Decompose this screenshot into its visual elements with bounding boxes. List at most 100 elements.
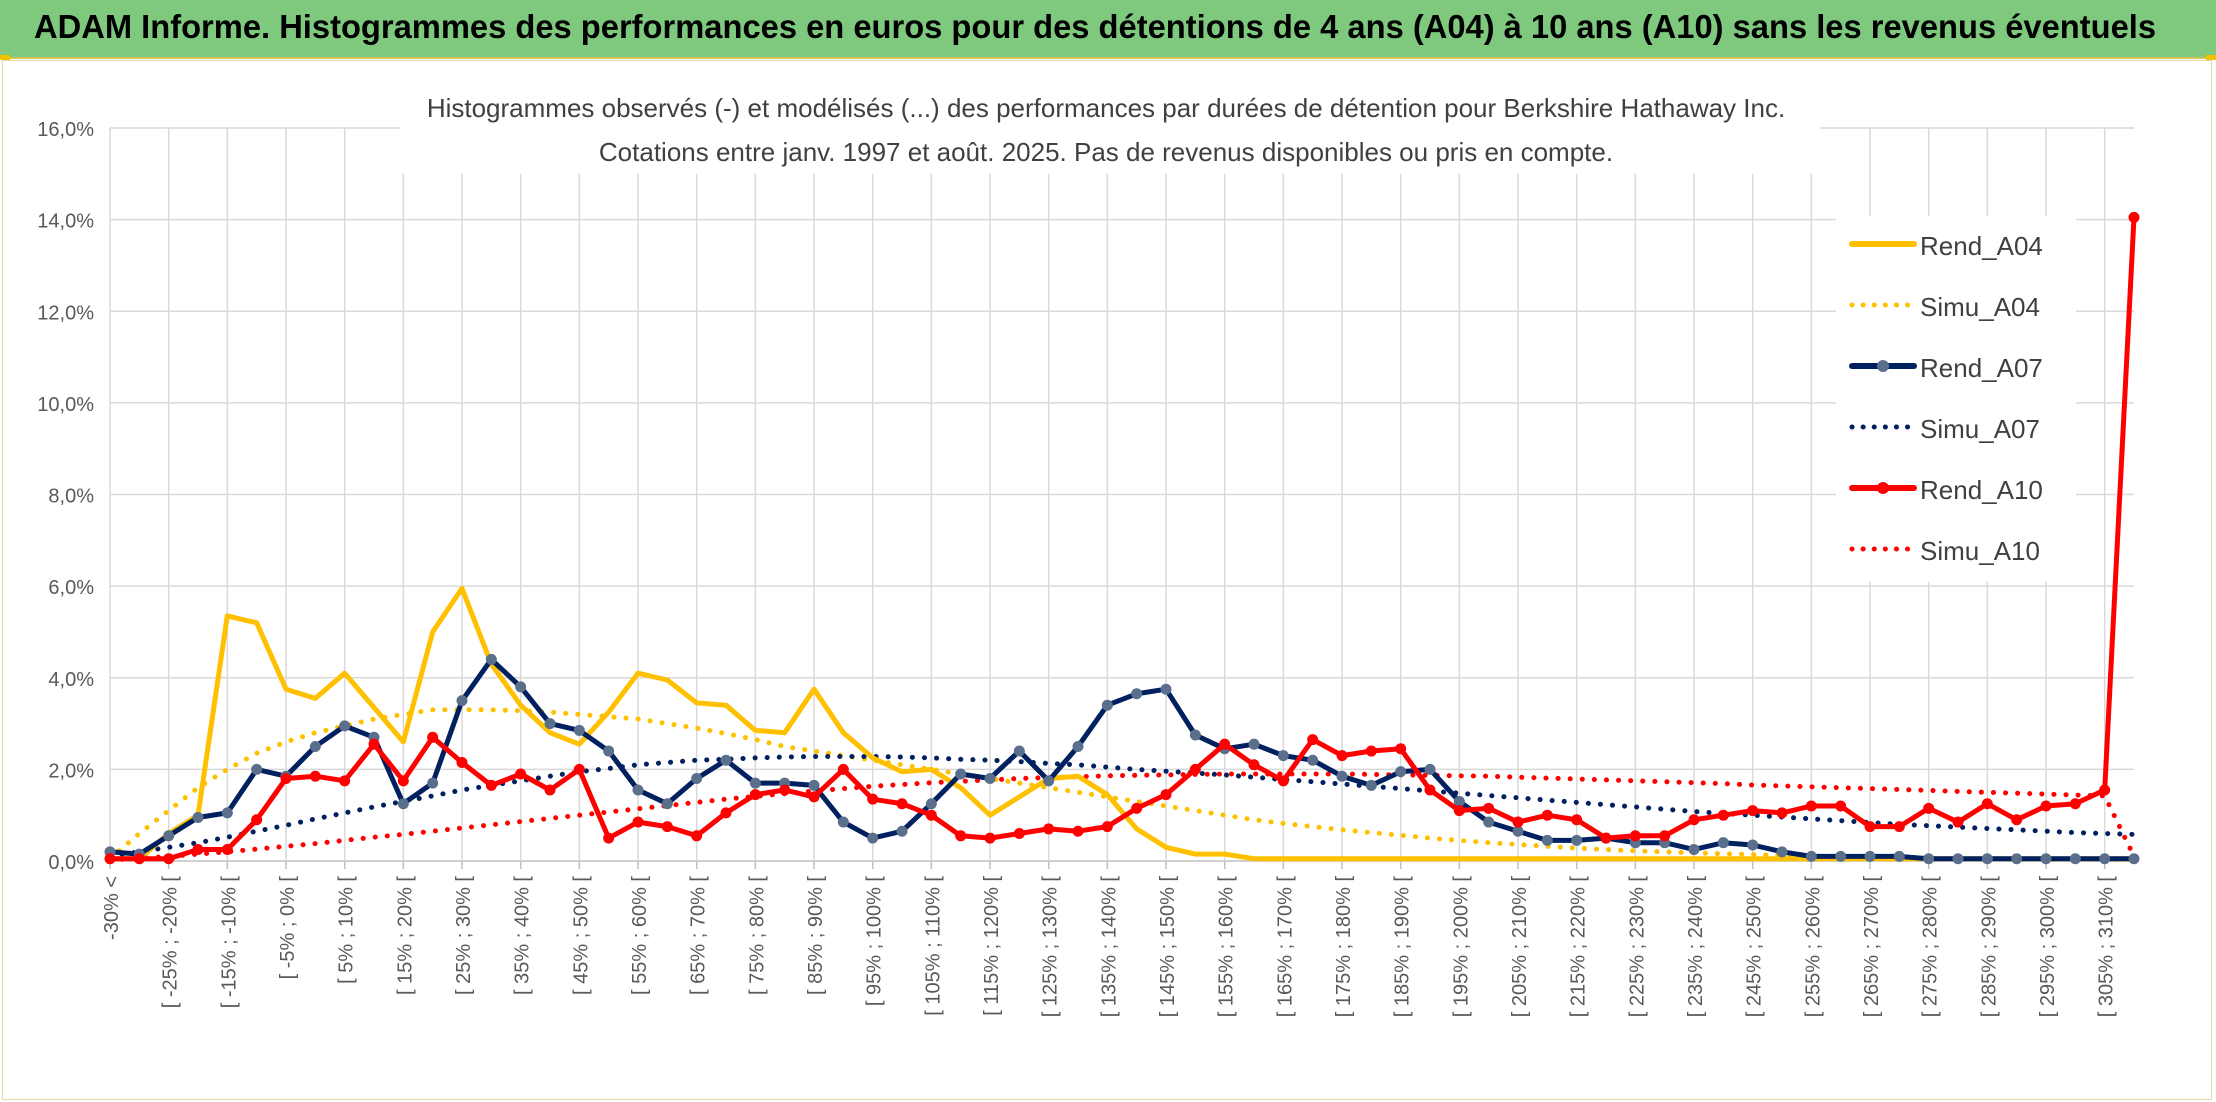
data-point-rend-a10 xyxy=(720,807,732,819)
data-point-rend-a10 xyxy=(1013,828,1025,840)
x-tick-label: [ 125% ; 130% [ xyxy=(1040,876,1062,1018)
x-tick-label: [ -5% ; 0% [ xyxy=(277,876,299,980)
data-point-rend-a07 xyxy=(2011,853,2023,865)
legend-swatch-rend-a07 xyxy=(1849,360,1917,372)
data-point-rend-a10 xyxy=(837,763,849,775)
data-point-rend-a07 xyxy=(691,773,703,785)
data-point-rend-a10 xyxy=(925,809,937,821)
legend-label: Simu_A10 xyxy=(1920,536,2040,566)
data-point-rend-a10 xyxy=(1571,814,1583,826)
corner-accent-left xyxy=(0,55,10,60)
data-point-rend-a10 xyxy=(133,853,145,865)
legend-label: Rend_A10 xyxy=(1920,475,2043,505)
legend-swatch-marker xyxy=(1877,360,1889,372)
data-point-rend-a10 xyxy=(456,757,468,769)
data-point-rend-a07 xyxy=(1248,738,1260,750)
data-point-rend-a10 xyxy=(867,793,879,805)
data-point-rend-a10 xyxy=(1453,805,1465,817)
data-point-rend-a07 xyxy=(427,777,439,789)
legend-swatch-marker xyxy=(1877,482,1889,494)
legend-item-rend-a04: Rend_A04 xyxy=(1836,216,2076,277)
x-tick-label: [ 135% ; 140% [ xyxy=(1098,876,1120,1018)
data-point-rend-a10 xyxy=(1424,784,1436,796)
x-tick-label: [ 215% ; 220% [ xyxy=(1568,876,1590,1018)
x-tick-label: [ 65% ; 70% [ xyxy=(688,876,710,995)
data-point-rend-a10 xyxy=(1688,814,1700,826)
series-line-rend-a04 xyxy=(107,585,2137,862)
data-point-rend-a07 xyxy=(1571,834,1583,846)
chart-series xyxy=(104,211,2140,865)
data-point-rend-a10 xyxy=(1893,821,1905,833)
x-tick-label: [ 25% ; 30% [ xyxy=(453,876,475,995)
data-point-rend-a07 xyxy=(1072,740,1084,752)
legend-label: Rend_A07 xyxy=(1920,353,2043,383)
data-point-rend-a07 xyxy=(1013,745,1025,757)
data-point-rend-a10 xyxy=(1483,802,1495,814)
data-point-rend-a10 xyxy=(1600,832,1612,844)
x-tick-label: [ 305% ; 310% [ xyxy=(2096,876,2118,1018)
data-point-rend-a10 xyxy=(691,830,703,842)
data-point-rend-a10 xyxy=(1072,825,1084,837)
legend-swatch-rend-a10 xyxy=(1849,482,1917,494)
data-point-rend-a07 xyxy=(1688,844,1700,856)
x-tick-label: [ -25% ; -20% [ xyxy=(160,876,182,1009)
data-point-rend-a07 xyxy=(837,816,849,828)
series-line-rend-a10 xyxy=(107,214,2137,862)
legend-swatch-simu-a04 xyxy=(1849,302,1917,308)
data-point-rend-a10 xyxy=(544,784,556,796)
data-point-rend-a10 xyxy=(1307,734,1319,746)
x-tick-label: [ 5% ; 10% [ xyxy=(336,876,358,984)
data-point-rend-a10 xyxy=(1776,807,1788,819)
data-point-rend-a10 xyxy=(1160,789,1172,801)
x-tick-label: [ 195% ; 200% [ xyxy=(1450,876,1472,1018)
data-point-rend-a10 xyxy=(661,821,673,833)
data-point-rend-a07 xyxy=(221,807,233,819)
data-point-rend-a07 xyxy=(1923,853,1935,865)
data-point-rend-a10 xyxy=(779,784,791,796)
y-tick-label: 14,0% xyxy=(37,211,94,233)
data-point-rend-a07 xyxy=(1512,825,1524,837)
x-tick-label: [ 155% ; 160% [ xyxy=(1216,876,1238,1018)
data-point-rend-a07 xyxy=(1747,839,1759,851)
data-point-rend-a10 xyxy=(1835,800,1847,812)
y-tick-label: 12,0% xyxy=(37,302,94,324)
data-point-rend-a10 xyxy=(251,814,263,826)
data-point-rend-a07 xyxy=(1952,853,1964,865)
x-tick-label: [ 175% ; 180% [ xyxy=(1333,876,1355,1018)
data-point-rend-a10 xyxy=(339,775,351,787)
series-line-rend-a07 xyxy=(107,656,2137,862)
x-tick-label: [ 45% ; 50% [ xyxy=(570,876,592,995)
data-point-rend-a07 xyxy=(2040,853,2052,865)
data-point-rend-a10 xyxy=(808,791,820,803)
x-tick-label: [ 35% ; 40% [ xyxy=(512,876,534,995)
legend-label: Simu_A04 xyxy=(1920,292,2040,322)
x-tick-label: [ 15% ; 20% [ xyxy=(394,876,416,995)
data-point-rend-a10 xyxy=(1659,830,1671,842)
data-point-rend-a07 xyxy=(1160,683,1172,695)
data-point-rend-a07 xyxy=(1277,750,1289,762)
data-point-rend-a10 xyxy=(309,770,321,782)
data-point-rend-a07 xyxy=(867,832,879,844)
data-point-rend-a07 xyxy=(1893,850,1905,862)
y-tick-label: 8,0% xyxy=(48,486,94,508)
data-point-rend-a07 xyxy=(1101,699,1113,711)
data-point-rend-a07 xyxy=(955,768,967,780)
legend-swatch-simu-a07 xyxy=(1849,424,1917,430)
report-title: ADAM Informe. Histogrammes des performan… xyxy=(34,8,2157,45)
data-point-rend-a07 xyxy=(1864,850,1876,862)
data-point-rend-a10 xyxy=(368,738,380,750)
data-point-rend-a10 xyxy=(2040,800,2052,812)
x-tick-label: [ 95% ; 100% [ xyxy=(864,876,886,1007)
data-point-rend-a10 xyxy=(427,731,439,743)
data-point-rend-a07 xyxy=(896,825,908,837)
data-point-rend-a10 xyxy=(221,844,233,856)
data-point-rend-a10 xyxy=(163,853,175,865)
x-tick-label: [ 145% ; 150% [ xyxy=(1157,876,1179,1018)
data-point-rend-a10 xyxy=(1277,775,1289,787)
x-tick-label: [ 295% ; 300% [ xyxy=(2037,876,2059,1018)
y-tick-label: 0,0% xyxy=(48,852,94,874)
x-tick-label: [ 115% ; 120% [ xyxy=(981,876,1003,1016)
legend-label: Simu_A07 xyxy=(1920,414,2040,444)
y-tick-label: 16,0% xyxy=(37,119,94,141)
data-point-rend-a10 xyxy=(1952,816,1964,828)
